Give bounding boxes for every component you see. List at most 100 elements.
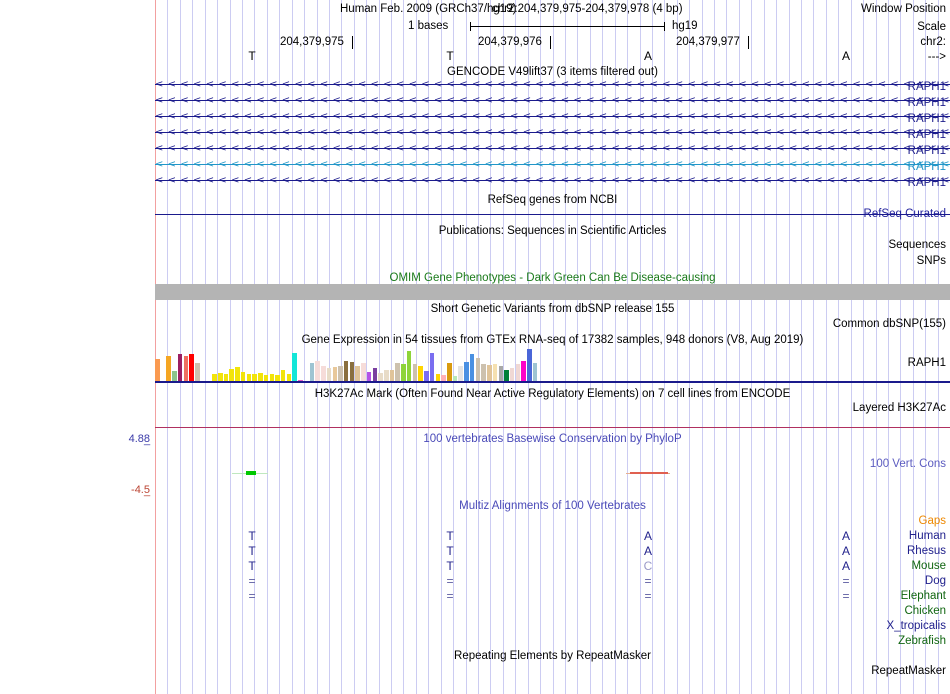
publications-sequences-label[interactable]: Sequences	[888, 239, 946, 251]
gtex-tissue-bar[interactable]	[389, 370, 395, 382]
gencode-gene-row[interactable]: <<<<<<<<<<<<<<<<<<<<<<<<<<<<<<<<<<<<<<<<…	[155, 142, 950, 155]
gtex-tissue-bar[interactable]	[384, 370, 389, 382]
gtex-tissue-bar[interactable]	[229, 369, 234, 382]
gtex-tissue-bar[interactable]	[406, 351, 412, 382]
gtex-tissue-bar[interactable]	[321, 366, 326, 382]
gtex-tissue-bar[interactable]	[263, 375, 269, 382]
gencode-gene-row[interactable]: <<<<<<<<<<<<<<<<<<<<<<<<<<<<<<<<<<<<<<<<…	[155, 110, 950, 123]
gtex-tissue-bar[interactable]	[355, 366, 360, 382]
gtex-tissue-bar[interactable]	[223, 374, 229, 382]
gtex-tissue-bar[interactable]	[372, 368, 377, 382]
gtex-tissue-bar[interactable]	[532, 363, 538, 382]
gtex-tissue-bar[interactable]	[366, 372, 372, 382]
gtex-tissue-bar[interactable]	[424, 371, 429, 382]
multiz-species-label[interactable]: Chicken	[904, 605, 946, 617]
gtex-tissue-bar[interactable]	[315, 361, 320, 382]
multiz-species-label[interactable]: Zebrafish	[898, 635, 946, 647]
gtex-tissue-bar[interactable]	[447, 363, 452, 382]
gtex-tissue-bar[interactable]	[504, 370, 509, 382]
gtex-tissue-bar[interactable]	[509, 368, 515, 382]
gtex-tissue-bar[interactable]	[441, 375, 446, 382]
refseq-track-title: RefSeq genes from NCBI	[487, 194, 618, 206]
gtex-tissue-bar[interactable]	[280, 370, 286, 382]
multiz-base-human: T	[248, 529, 256, 543]
gtex-expression-barchart[interactable]	[155, 348, 950, 382]
gtex-tissue-bar[interactable]	[286, 374, 292, 382]
gtex-tissue-bar[interactable]	[429, 353, 435, 382]
gtex-tissue-bar[interactable]	[166, 356, 171, 382]
gtex-tissue-bar[interactable]	[218, 373, 223, 382]
gtex-tissue-bar[interactable]	[195, 363, 200, 382]
gtex-tissue-bar[interactable]	[155, 359, 160, 382]
multiz-species-label[interactable]: Mouse	[911, 560, 946, 572]
common-dbsnp-label[interactable]: Common dbSNP(155)	[832, 318, 946, 330]
conservation-positive-bar[interactable]	[246, 471, 256, 475]
gtex-tissue-bar[interactable]	[172, 371, 177, 382]
omim-gene-band[interactable]	[155, 284, 950, 300]
publications-snps-label[interactable]: SNPs	[916, 255, 946, 267]
multiz-gap-elephant: =	[446, 589, 454, 603]
gtex-tissue-bar[interactable]	[189, 354, 194, 382]
gtex-tissue-bar[interactable]	[481, 364, 486, 382]
multiz-species-label[interactable]: Gaps	[918, 515, 947, 527]
multiz-species-label[interactable]: X_tropicalis	[886, 620, 946, 632]
gencode-gene-row[interactable]: <<<<<<<<<<<<<<<<<<<<<<<<<<<<<<<<<<<<<<<<…	[155, 158, 950, 171]
gtex-tissue-bar[interactable]	[235, 367, 240, 382]
gtex-tissue-bar[interactable]	[183, 356, 189, 382]
gencode-gene-row[interactable]: <<<<<<<<<<<<<<<<<<<<<<<<<<<<<<<<<<<<<<<<…	[155, 78, 950, 91]
gtex-tissue-bar[interactable]	[332, 367, 337, 382]
multiz-track-title: Multiz Alignments of 100 Vertebrates	[459, 500, 646, 512]
gtex-tissue-bar[interactable]	[292, 353, 297, 382]
gtex-tissue-bar[interactable]	[275, 375, 280, 382]
multiz-base-rhesus: T	[446, 544, 454, 558]
gene-backbone-line	[155, 132, 950, 133]
gtex-tissue-bar[interactable]	[338, 366, 343, 382]
gtex-tissue-bar[interactable]	[458, 366, 463, 382]
gencode-gene-row[interactable]: <<<<<<<<<<<<<<<<<<<<<<<<<<<<<<<<<<<<<<<<…	[155, 126, 950, 139]
layered-h3k27ac-label[interactable]: Layered H3K27Ac	[852, 402, 946, 414]
gtex-tissue-bar[interactable]	[418, 366, 423, 382]
gtex-tissue-bar[interactable]	[521, 361, 526, 382]
gtex-gene-label[interactable]: RAPH1	[907, 357, 946, 369]
multiz-gap-dog: =	[644, 574, 652, 588]
gtex-tissue-bar[interactable]	[464, 362, 469, 382]
multiz-species-label[interactable]: Elephant	[900, 590, 946, 602]
gtex-tissue-bar[interactable]	[378, 373, 383, 382]
conservation-label[interactable]: 100 Vert. Cons	[869, 458, 946, 470]
gtex-tissue-bar[interactable]	[349, 362, 355, 382]
gtex-tissue-bar[interactable]	[401, 364, 406, 382]
gtex-tissue-bar[interactable]	[240, 372, 246, 382]
gtex-tissue-bar[interactable]	[343, 361, 349, 382]
gtex-tissue-bar[interactable]	[361, 363, 366, 382]
gtex-tissue-bar[interactable]	[492, 364, 498, 382]
gtex-tissue-bar[interactable]	[475, 358, 481, 382]
gtex-tissue-bar[interactable]	[258, 373, 263, 382]
multiz-base-human: A	[841, 529, 850, 543]
gtex-tissue-bar[interactable]	[309, 363, 315, 382]
gtex-tissue-bar[interactable]	[252, 374, 257, 382]
gencode-gene-row[interactable]: <<<<<<<<<<<<<<<<<<<<<<<<<<<<<<<<<<<<<<<<…	[155, 174, 950, 187]
gtex-tissue-bar[interactable]	[246, 374, 252, 382]
gtex-tissue-bar[interactable]	[269, 374, 274, 382]
gtex-tissue-bar[interactable]	[487, 365, 492, 382]
gtex-tissue-bar[interactable]	[515, 364, 521, 382]
gtex-tissue-bar[interactable]	[498, 366, 503, 382]
gtex-tissue-bar[interactable]	[452, 376, 458, 382]
multiz-species-label[interactable]: Dog	[924, 575, 946, 587]
repeatmasker-label[interactable]: RepeatMasker	[871, 665, 946, 677]
multiz-species-label[interactable]: Rhesus	[907, 545, 946, 557]
gtex-tissue-bar[interactable]	[435, 374, 440, 382]
gtex-tissue-bar[interactable]	[412, 364, 418, 382]
gencode-gene-row[interactable]: <<<<<<<<<<<<<<<<<<<<<<<<<<<<<<<<<<<<<<<<…	[155, 94, 950, 107]
gtex-tissue-bar[interactable]	[469, 354, 475, 382]
gtex-tissue-bar[interactable]	[326, 368, 332, 382]
gtex-tissue-bar[interactable]	[177, 354, 183, 382]
multiz-species-label[interactable]: Human	[908, 530, 946, 542]
conservation-negative-bar[interactable]	[630, 472, 668, 474]
gtex-tissue-bar[interactable]	[212, 374, 217, 382]
gtex-tissue-bar[interactable]	[395, 363, 400, 382]
gtex-track-title: Gene Expression in 54 tissues from GTEx …	[301, 334, 804, 346]
gtex-tissue-bar[interactable]	[527, 349, 532, 382]
multiz-base-human: T	[446, 529, 454, 543]
